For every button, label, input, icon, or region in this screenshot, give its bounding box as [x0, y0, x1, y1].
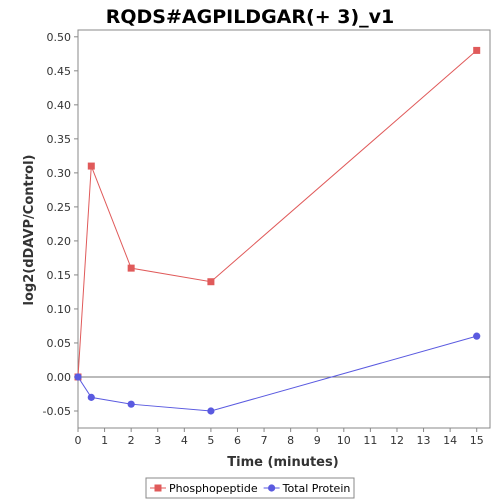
- x-tick-label: 8: [287, 434, 294, 447]
- data-point-circle: [207, 407, 215, 415]
- legend-marker-square: [154, 484, 162, 492]
- x-tick-label: 6: [234, 434, 241, 447]
- y-tick-label: 0.25: [47, 201, 72, 214]
- legend-label-2: Total Protein: [282, 482, 351, 495]
- plot-frame: [77, 29, 491, 429]
- x-tick-label: 3: [154, 434, 161, 447]
- legend-marker-circle: [268, 484, 276, 492]
- x-axis-label: Time (minutes): [227, 455, 338, 470]
- y-tick-label: 0.45: [47, 65, 72, 78]
- data-point-square: [87, 162, 95, 170]
- y-tick-label: 0.20: [47, 235, 72, 248]
- x-tick-label: 9: [314, 434, 321, 447]
- x-tick-label: 10: [337, 434, 351, 447]
- x-tick-label: 13: [417, 434, 431, 447]
- legend-label-1: Phosphopeptide: [169, 482, 258, 495]
- x-tick-label: 0: [75, 434, 82, 447]
- data-point-circle: [127, 400, 135, 408]
- data-point-circle: [74, 373, 82, 381]
- data-point-square: [127, 264, 135, 272]
- x-tick-label: 12: [390, 434, 404, 447]
- plot-area: -0.05 0.00 0.05 0.10 0.15 0.20 0.25 0.30 0.35 0.4…: [43, 29, 491, 447]
- data-point-circle: [473, 332, 481, 340]
- x-tick-label: 7: [261, 434, 268, 447]
- x-tick-label: 14: [443, 434, 457, 447]
- data-point-circle: [87, 393, 95, 401]
- data-point-square: [207, 278, 215, 286]
- y-tick-label: -0.05: [43, 405, 71, 418]
- chart-title: RQDS#AGPILDGAR(+ 3)_v1: [106, 6, 395, 28]
- y-tick-label: 0.15: [47, 269, 72, 282]
- y-tick-label: 0.50: [47, 31, 72, 44]
- y-tick-label: 0.40: [47, 99, 72, 112]
- y-tick-label: 0.30: [47, 167, 72, 180]
- y-tick-label: 0.05: [47, 337, 72, 350]
- x-tick-label: 11: [363, 434, 377, 447]
- y-tick-label: 0.35: [47, 133, 72, 146]
- legend-box: [145, 477, 355, 499]
- x-tick-label: 15: [470, 434, 484, 447]
- y-axis-label: log2(dDAVP/Control): [22, 155, 37, 306]
- x-tick-label: 2: [128, 434, 135, 447]
- data-point-square: [473, 46, 481, 54]
- x-tick-label: 1: [101, 434, 108, 447]
- legend: Phosphopeptide Total Protein: [145, 477, 355, 499]
- y-tick-label: 0.10: [47, 303, 72, 316]
- y-tick-label: 0.00: [47, 371, 72, 384]
- x-tick-label: 5: [207, 434, 214, 447]
- x-tick-label: 4: [181, 434, 188, 447]
